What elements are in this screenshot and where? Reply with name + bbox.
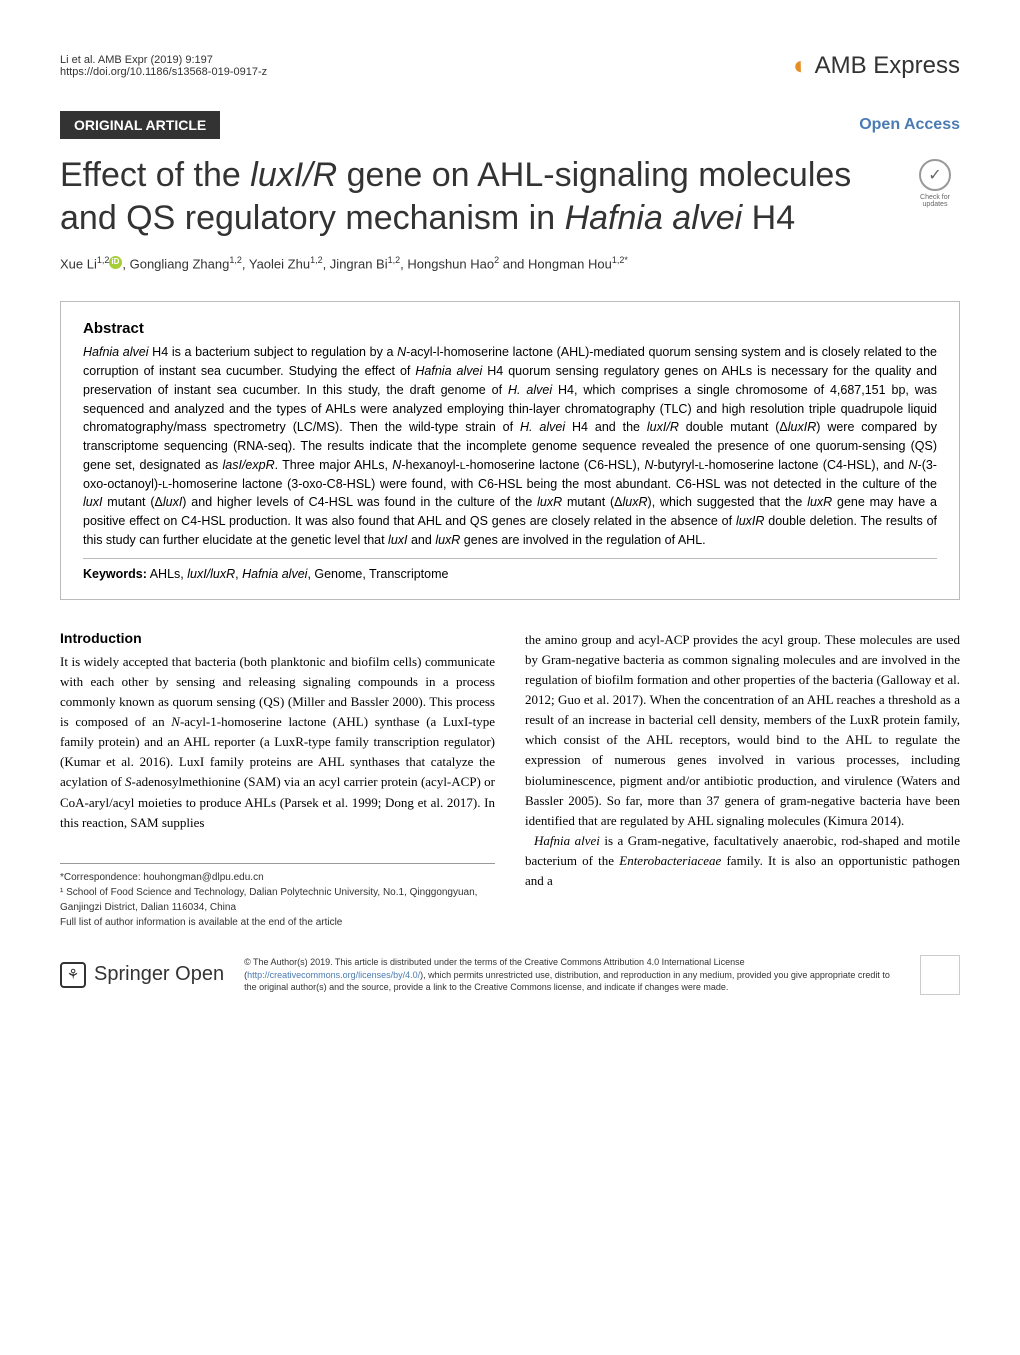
springer-icon: ⚘ xyxy=(60,962,86,988)
introduction-text-col1: It is widely accepted that bacteria (bot… xyxy=(60,652,495,833)
abstract-text: Hafnia alvei H4 is a bacterium subject t… xyxy=(83,343,937,549)
check-updates-icon: ✓ xyxy=(919,159,951,191)
brand-icon: ◐ xyxy=(793,50,809,81)
title-row: Effect of the luxI/R gene on AHL-signali… xyxy=(60,154,960,255)
article-type-badge: ORIGINAL ARTICLE xyxy=(60,111,220,139)
page-footer: ⚘ Springer Open © The Author(s) 2019. Th… xyxy=(60,955,960,995)
keywords-label: Keywords: xyxy=(83,567,147,581)
open-access-label: Open Access xyxy=(859,116,960,134)
column-left: Introduction It is widely accepted that … xyxy=(60,630,495,930)
check-updates-text: Check for updates xyxy=(910,194,960,208)
full-list-note: Full list of author information is avail… xyxy=(60,915,495,930)
column-right: the amino group and acyl-ACP provides th… xyxy=(525,630,960,930)
citation-authors: Li et al. AMB Expr (2019) 9:197 xyxy=(60,54,267,66)
article-type-bar: ORIGINAL ARTICLE Open Access xyxy=(60,111,960,139)
authors-list: Xue Li1,2, Gongliang Zhang1,2, Yaolei Zh… xyxy=(60,255,960,271)
check-updates-widget[interactable]: ✓ Check for updates xyxy=(910,159,960,208)
keywords-line: Keywords: AHLs, luxI/luxR, Hafnia alvei,… xyxy=(83,558,937,581)
abstract-heading: Abstract xyxy=(83,320,937,337)
keywords-values: AHLs, luxI/luxR, Hafnia alvei, Genome, T… xyxy=(150,567,449,581)
citation: Li et al. AMB Expr (2019) 9:197 https://… xyxy=(60,54,267,78)
springer-text: Springer Open xyxy=(94,963,224,986)
abstract-box: Abstract Hafnia alvei H4 is a bacterium … xyxy=(60,301,960,599)
springer-logo: ⚘ Springer Open xyxy=(60,962,224,988)
journal-name: AMB Express xyxy=(815,52,960,80)
introduction-heading: Introduction xyxy=(60,630,495,646)
correspondence-note: *Correspondence: houhongman@dlpu.edu.cn xyxy=(60,870,495,885)
header-meta: Li et al. AMB Expr (2019) 9:197 https://… xyxy=(60,50,960,81)
license-text: © The Author(s) 2019. This article is di… xyxy=(244,956,900,994)
footnotes: *Correspondence: houhongman@dlpu.edu.cn … xyxy=(60,863,495,930)
introduction-text-col2: the amino group and acyl-ACP provides th… xyxy=(525,630,960,892)
article-title: Effect of the luxI/R gene on AHL-signali… xyxy=(60,154,895,239)
affiliation-note: ¹ School of Food Science and Technology,… xyxy=(60,885,495,915)
body-columns: Introduction It is widely accepted that … xyxy=(60,630,960,930)
bmc-logo xyxy=(920,955,960,995)
citation-doi: https://doi.org/10.1186/s13568-019-0917-… xyxy=(60,66,267,78)
journal-brand: ◐ AMB Express xyxy=(793,50,960,81)
